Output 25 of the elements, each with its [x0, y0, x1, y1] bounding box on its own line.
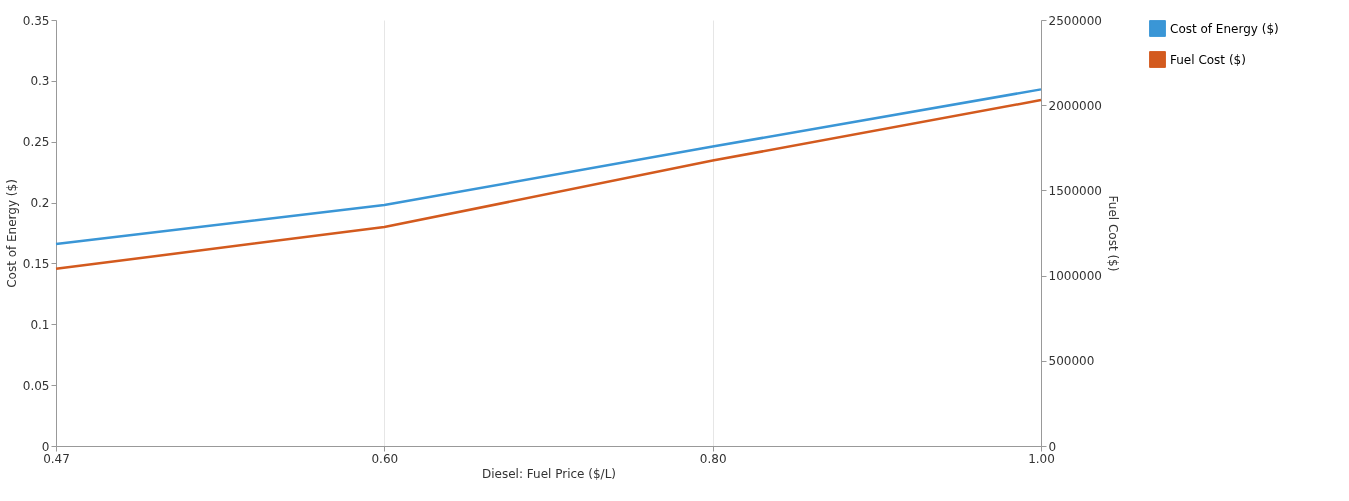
y2-tick-label: 1000000: [1048, 269, 1102, 284]
y-tick-label: 0: [41, 439, 50, 454]
y2-tick-label: 1500000: [1048, 183, 1102, 198]
y-tick-label: 0.25: [22, 135, 50, 150]
y-tick-label: 0.3: [30, 74, 50, 89]
y2-axis-title: Fuel Cost ($): [1105, 195, 1120, 272]
x-tick-label: 0.47: [43, 451, 70, 466]
legend-label: Cost of Energy ($): [1170, 21, 1279, 36]
y-tick-label: 0.35: [22, 13, 50, 28]
y-axis-title: Cost of Energy ($): [4, 179, 19, 288]
y2-tick-label: 0: [1048, 439, 1057, 454]
y2-tick-label: 2500000: [1048, 13, 1102, 28]
line-series: [54, 88, 1043, 246]
y-tick-label: 0.2: [30, 196, 50, 211]
y-tick-label: 0.1: [30, 317, 50, 332]
y-tick-label: 0.05: [22, 378, 50, 393]
x-axis-title: Diesel: Fuel Price ($/L): [482, 466, 616, 481]
y2-tick-label: 2000000: [1048, 98, 1102, 113]
line-series: [54, 98, 1043, 271]
x-tick-label: 0.80: [699, 451, 727, 466]
y-tick-label: 0.15: [22, 256, 50, 271]
y2-tick-label: 500000: [1048, 354, 1095, 369]
x-tick-label: 0.60: [371, 451, 399, 466]
x-tick-label: 1.00: [1028, 451, 1055, 466]
legend-label: Fuel Cost ($): [1170, 52, 1246, 67]
